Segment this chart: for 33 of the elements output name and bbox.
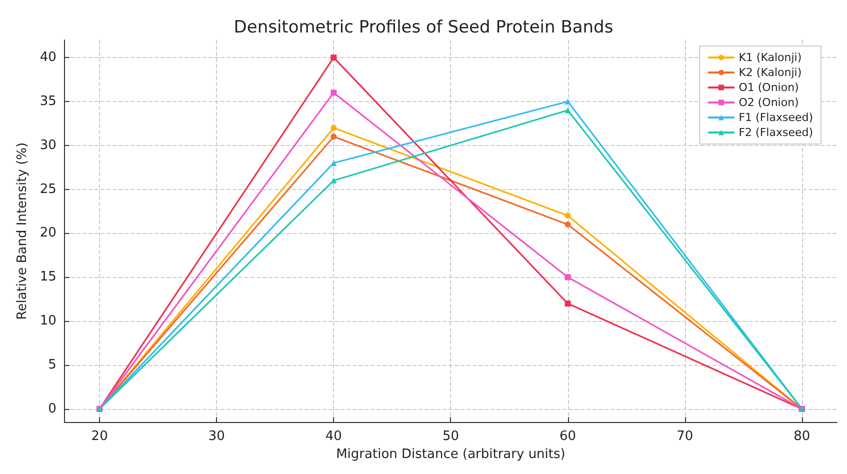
legend-label: K2 (Kalonji) xyxy=(738,66,802,79)
y-tick-label: 40 xyxy=(40,50,56,66)
y-axis-title: Relative Band Intensity (%) xyxy=(15,142,30,320)
y-tick-label: 25 xyxy=(40,182,56,197)
y-tick-label: 0 xyxy=(48,401,56,416)
y-tick-label: 30 xyxy=(40,138,56,153)
y-tick-label: 5 xyxy=(48,358,56,373)
x-tick-label: 70 xyxy=(676,429,694,444)
legend-label: O1 (Onion) xyxy=(738,81,799,94)
point xyxy=(330,90,337,96)
y-tick-label: 15 xyxy=(40,270,56,285)
point xyxy=(564,274,571,280)
point xyxy=(330,134,337,140)
x-tick-label: 80 xyxy=(794,429,810,444)
x-tick-label: 50 xyxy=(442,429,459,444)
point xyxy=(564,212,571,219)
legend-label: F2 (Flaxseed) xyxy=(738,126,814,139)
y-tick-label: 10 xyxy=(40,314,56,329)
y-tick-label: 35 xyxy=(40,94,56,109)
legend-label: K1 (Kalonji) xyxy=(738,51,802,64)
legend-label: O2 (Onion) xyxy=(738,96,799,109)
x-tick-label: 40 xyxy=(325,429,342,444)
point xyxy=(564,300,571,307)
y-tick-label: 20 xyxy=(40,226,56,241)
point xyxy=(330,124,337,131)
x-tick-label: 20 xyxy=(91,429,108,444)
x-tick-label: 30 xyxy=(208,429,225,444)
chart-title: Densitometric Profiles of Seed Protein Bands xyxy=(234,18,614,38)
legend-label: F1 (Flaxseed) xyxy=(738,111,814,124)
point xyxy=(330,54,337,61)
x-tick-label: 60 xyxy=(560,429,576,444)
x-axis-title: Migration Distance (arbitrary units) xyxy=(336,447,566,462)
point xyxy=(564,221,571,228)
